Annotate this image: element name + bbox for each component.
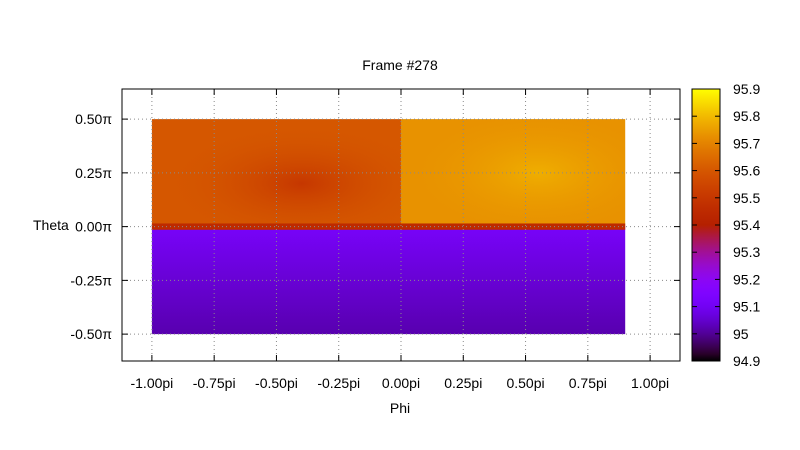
colorbar-tick-label: 95.9 — [733, 81, 760, 97]
colorbar-tick-label: 95.1 — [733, 299, 760, 315]
x-tick-label: -0.25pi — [317, 375, 360, 391]
axes: -1.00pi -0.75pi -0.50pi -0.25pi 0.00pi 0.25pi… — [70, 89, 680, 391]
colorbar-tick-label: 95.8 — [733, 108, 760, 124]
colorbar: 95.9 95.8 95.7 95.6 95.5 95.4 95.3 95.2 95.1 95 94… — [691, 81, 760, 369]
heatmap-spot-upper-left — [151, 119, 401, 227]
y-tick-label: -0.25π — [70, 272, 112, 288]
y-axis-label: Theta — [33, 217, 69, 233]
x-tick-label: 1.00pi — [631, 375, 669, 391]
colorbar-tick-label: 95.5 — [733, 190, 760, 206]
x-tick-label: 0.25pi — [444, 375, 482, 391]
colorbar-tick-label: 95.7 — [733, 135, 760, 151]
x-tick-label: -0.75pi — [193, 375, 236, 391]
colorbar-tick-label: 94.9 — [733, 353, 760, 369]
colorbar-tick-label: 95.3 — [733, 244, 760, 260]
colorbar-tick-label: 95.2 — [733, 271, 760, 287]
y-tick-label: -0.50π — [70, 326, 112, 342]
colorbar-ticks: 95.9 95.8 95.7 95.6 95.5 95.4 95.3 95.2 95.1 95 94… — [692, 81, 760, 369]
colorbar-tick-label: 95.6 — [733, 163, 760, 179]
y-tick-label: 0.50π — [75, 111, 112, 127]
x-tick-label: -1.00pi — [130, 375, 173, 391]
x-tick-label: 0.75pi — [569, 375, 607, 391]
x-axis-label: Phi — [390, 400, 410, 416]
heatmap-equator-band — [151, 223, 626, 230]
x-tick-label: 0.00pi — [382, 375, 420, 391]
colorbar-tick-label: 95 — [733, 326, 749, 342]
y-tick-label: 0.25π — [75, 165, 112, 181]
x-tick-label: -0.50pi — [255, 375, 298, 391]
chart-title: Frame #278 — [362, 57, 438, 73]
colorbar-tick-label: 95.4 — [733, 217, 760, 233]
grid-lines — [122, 89, 680, 361]
y-tick-label: 0.00π — [75, 219, 112, 235]
x-tick-label: 0.50pi — [506, 375, 544, 391]
